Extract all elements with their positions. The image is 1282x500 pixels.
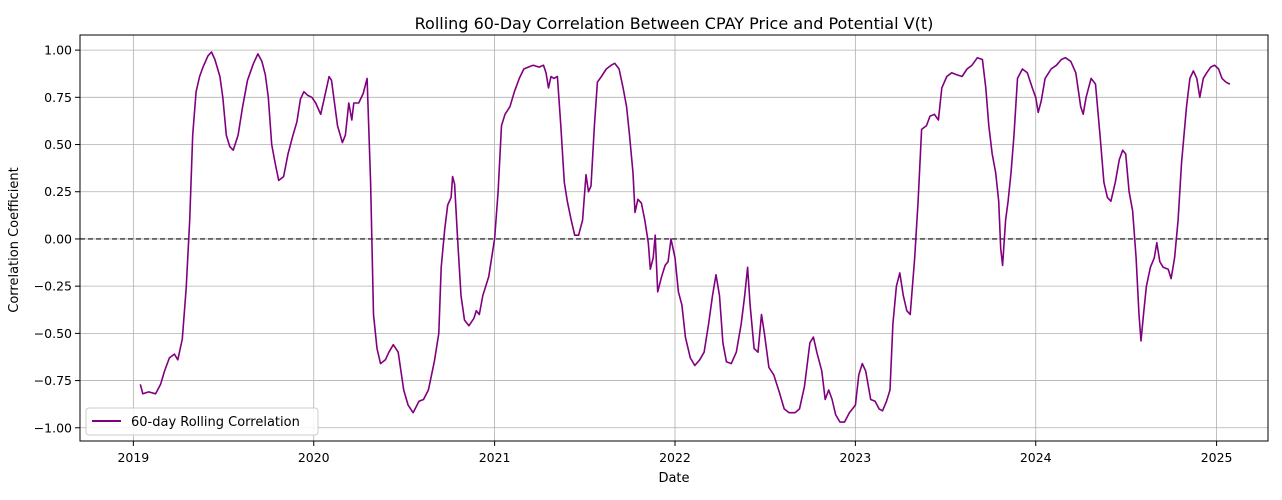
grid (80, 35, 1268, 441)
y-axis-label: Correlation Coefficient (7, 167, 22, 313)
y-tick-label: 0.50 (44, 137, 72, 152)
y-tick-label: −0.25 (34, 279, 72, 294)
y-tick-label: 0.25 (44, 184, 72, 199)
plot-area-frame (79, 34, 1269, 442)
data-series (139, 51, 1231, 423)
legend-label: 60-day Rolling Correlation (131, 415, 300, 430)
legend-box (85, 407, 319, 436)
x-tick-label: 2025 (1201, 450, 1233, 465)
y-tick-label: −1.00 (34, 420, 72, 435)
y-tick-label: −0.75 (34, 373, 72, 388)
x-axis-label: Date (658, 471, 689, 486)
y-tick-label: 0.75 (44, 90, 72, 105)
x-tick-label: 2023 (839, 450, 871, 465)
y-axis: 1.00 0.75 0.50 0.25 0.00 −0.25 −0.50 −0.75 −1.00 (34, 43, 80, 435)
x-tick-label: 2022 (659, 450, 691, 465)
x-tick-label: 2020 (298, 450, 330, 465)
y-tick-label: 0.00 (44, 231, 72, 246)
chart-title: Rolling 60-Day Correlation Between CPAY … (415, 14, 934, 33)
correlation-line (139, 51, 1231, 423)
y-tick-label: −0.50 (34, 326, 72, 341)
x-tick-label: 2024 (1020, 450, 1052, 465)
x-tick-label: 2021 (479, 450, 511, 465)
x-axis: 2019 2020 2021 2022 2023 2024 2025 (117, 441, 1233, 465)
y-tick-label: 1.00 (44, 43, 72, 58)
x-tick-label: 2019 (117, 450, 149, 465)
legend: 60-day Rolling Correlation (85, 407, 319, 436)
